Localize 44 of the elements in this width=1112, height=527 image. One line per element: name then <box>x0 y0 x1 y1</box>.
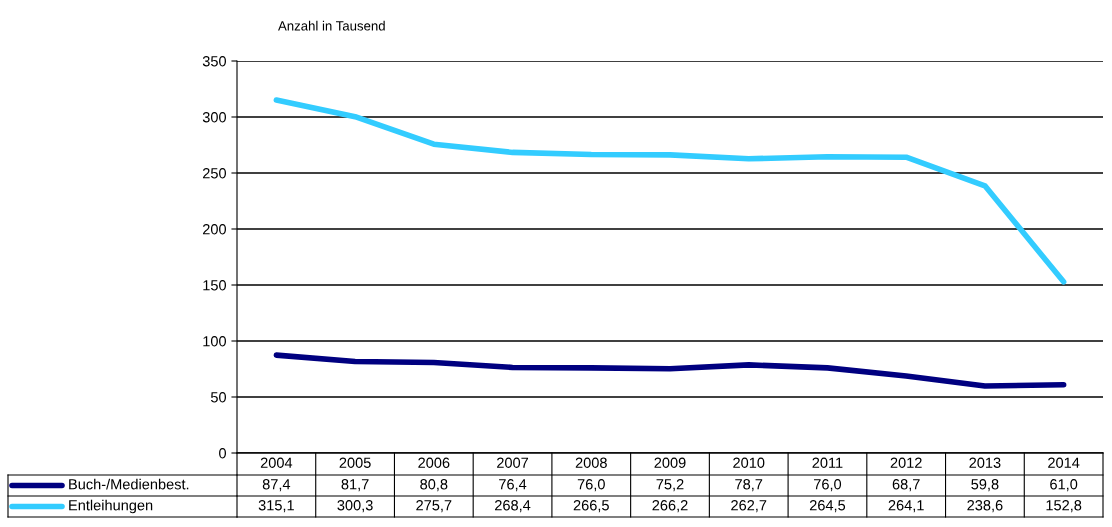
y-tick-label: 250 <box>202 168 227 179</box>
y-tick-label: 300 <box>202 112 227 123</box>
x-tick-label: 2008 <box>575 457 607 468</box>
data-label: 68,7 <box>892 479 920 492</box>
data-label: 152,8 <box>1046 500 1082 513</box>
data-label: 61,0 <box>1050 479 1078 492</box>
y-tick-label: 50 <box>210 392 227 403</box>
data-label: 268,4 <box>495 500 531 513</box>
data-label: 76,4 <box>499 479 527 492</box>
x-tick-label: 2009 <box>654 457 686 468</box>
y-tick-label: 150 <box>203 280 227 291</box>
data-label: 59,8 <box>971 479 999 492</box>
data-label: 266,2 <box>652 500 688 513</box>
data-label: 266,5 <box>573 500 609 513</box>
data-label: 78,7 <box>735 479 763 492</box>
data-label: 264,5 <box>809 500 846 513</box>
x-tick-label: 2004 <box>260 457 293 468</box>
data-label: 87,4 <box>262 479 291 492</box>
data-label: 80,8 <box>420 479 448 492</box>
y-tick-label: 0 <box>219 448 227 459</box>
data-label: 76,0 <box>577 479 605 492</box>
x-tick-label: 2014 <box>1048 457 1080 468</box>
legend-label: Buch-/Medienbest. <box>69 478 189 490</box>
x-tick-label: 2011 <box>812 457 843 468</box>
y-tick-label: 350 <box>202 56 227 67</box>
y-tick-label: 100 <box>203 336 227 347</box>
x-tick-label: 2012 <box>890 457 922 468</box>
data-label: 76,0 <box>814 479 842 492</box>
y-axis-title: Anzahl in Tausend <box>278 20 385 31</box>
data-label: 300,3 <box>337 500 373 513</box>
x-tick-label: 2010 <box>733 457 765 468</box>
data-label: 81,7 <box>341 479 369 492</box>
data-label: 315,1 <box>258 500 294 513</box>
x-tick-label: 2007 <box>497 457 529 468</box>
x-tick-label: 2005 <box>339 457 371 468</box>
legend-label: Entleihungen <box>69 499 153 514</box>
data-label: 264,1 <box>888 500 924 513</box>
data-label: 275,7 <box>416 500 452 513</box>
data-label: 238,6 <box>967 500 1003 513</box>
data-label: 75,2 <box>656 479 684 492</box>
y-tick-label: 200 <box>202 224 227 235</box>
data-label: 262,7 <box>731 500 767 513</box>
x-tick-label: 2006 <box>418 457 450 468</box>
x-tick-label: 2013 <box>969 457 1001 468</box>
